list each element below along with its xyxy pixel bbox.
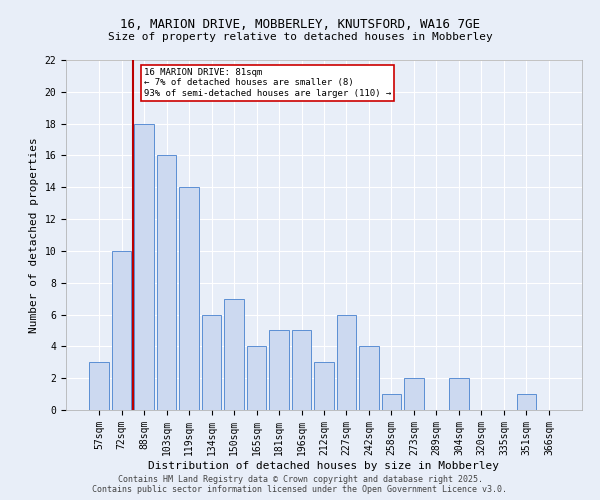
Bar xyxy=(89,362,109,410)
Text: 16 MARION DRIVE: 81sqm
← 7% of detached houses are smaller (8)
93% of semi-detac: 16 MARION DRIVE: 81sqm ← 7% of detached … xyxy=(144,68,391,98)
Bar xyxy=(269,330,289,410)
Bar xyxy=(382,394,401,410)
Bar xyxy=(247,346,266,410)
Bar xyxy=(179,188,199,410)
X-axis label: Distribution of detached houses by size in Mobberley: Distribution of detached houses by size … xyxy=(149,460,499,470)
Bar xyxy=(292,330,311,410)
Bar xyxy=(134,124,154,410)
Bar xyxy=(224,298,244,410)
Bar xyxy=(449,378,469,410)
Bar xyxy=(157,156,176,410)
Bar xyxy=(404,378,424,410)
Bar xyxy=(337,314,356,410)
Bar xyxy=(359,346,379,410)
Bar xyxy=(517,394,536,410)
Bar xyxy=(202,314,221,410)
Bar xyxy=(314,362,334,410)
Y-axis label: Number of detached properties: Number of detached properties xyxy=(29,137,39,333)
Text: Contains HM Land Registry data © Crown copyright and database right 2025.
Contai: Contains HM Land Registry data © Crown c… xyxy=(92,474,508,494)
Bar xyxy=(112,251,131,410)
Text: 16, MARION DRIVE, MOBBERLEY, KNUTSFORD, WA16 7GE: 16, MARION DRIVE, MOBBERLEY, KNUTSFORD, … xyxy=(120,18,480,30)
Text: Size of property relative to detached houses in Mobberley: Size of property relative to detached ho… xyxy=(107,32,493,42)
